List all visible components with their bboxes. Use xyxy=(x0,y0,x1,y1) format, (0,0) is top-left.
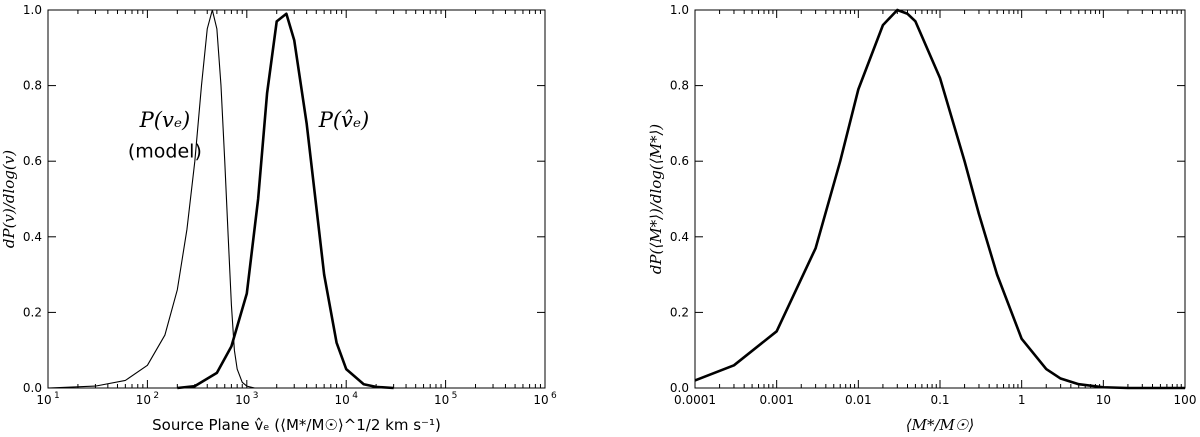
right-x-tick-label: 10 xyxy=(1096,393,1111,407)
left-x-tick-label-exponent: 3 xyxy=(253,391,259,401)
left-x-axis-label: Source Plane v̂ₑ (⟨M*/M☉⟩^1/2 km s⁻¹) xyxy=(152,416,441,434)
right-ticks xyxy=(694,9,1186,389)
left-x-tick-label-exponent: 2 xyxy=(153,391,159,401)
left-series-line-thin xyxy=(47,9,255,389)
right-x-tick-label: 100 xyxy=(1174,393,1197,407)
left-x-tick-label-exponent: 1 xyxy=(54,391,60,401)
right-plot-frame xyxy=(694,9,1186,389)
model-curve-sublabel: (model) xyxy=(128,140,202,162)
right-panel: 0.0001 0.001 0.01 0.1 1 10 100 0.0 0.2 0.4 0.6 0.8 1… xyxy=(647,3,1196,434)
left-series-line-thick xyxy=(177,12,394,390)
left-y-tick-label: 0.8 xyxy=(23,79,42,93)
left-x-tick-label: 10 xyxy=(136,393,151,407)
left-x-tick-label: 10 xyxy=(335,393,350,407)
left-panel: 10 1 10 2 10 3 10 4 10 5 10 60.00.20.40.60.81.0 P(v… xyxy=(0,3,557,434)
right-y-tick-label: 0.0 xyxy=(670,381,689,395)
left-x-tick-label: 10 xyxy=(36,393,51,407)
left-y-tick-label: 1.0 xyxy=(23,3,42,17)
right-x-tick-label: 0.0001 xyxy=(674,393,716,407)
observed-curve-label: P(v̂ₑ) xyxy=(318,108,370,132)
right-x-axis-label: ⟨M*/M☉⟩ xyxy=(906,416,974,434)
right-y-tick-label: 0.2 xyxy=(670,305,689,319)
right-x-tick-label: 1 xyxy=(1018,393,1026,407)
left-ticks xyxy=(47,9,546,389)
left-x-tick-label: 10 xyxy=(235,393,250,407)
left-y-tick-label: 0.0 xyxy=(23,381,42,395)
right-series-line-thick xyxy=(694,8,1185,390)
left-x-tick-label-exponent: 4 xyxy=(352,391,358,401)
left-y-axis-label: dP(v)/dlog(v) xyxy=(0,150,18,248)
right-tick-labels: 0.0001 0.001 0.01 0.1 1 10 100 0.0 0.2 0.4 0.6 0.8 1… xyxy=(670,3,1197,407)
right-x-tick-label: 0.01 xyxy=(845,393,872,407)
right-series xyxy=(694,8,1185,390)
right-y-tick-label: 0.8 xyxy=(670,79,689,93)
left-x-tick-label: 10 xyxy=(434,393,449,407)
right-y-tick-label: 0.6 xyxy=(670,154,689,168)
right-y-axis-label: dP(⟨M*⟩)/dlog(⟨M*⟩) xyxy=(647,124,665,274)
right-x-tick-label: 0.1 xyxy=(930,393,949,407)
right-x-tick-label: 0.001 xyxy=(759,393,793,407)
right-y-tick-label: 0.4 xyxy=(670,230,689,244)
left-x-tick-label-exponent: 6 xyxy=(551,391,557,401)
left-y-tick-label: 0.2 xyxy=(23,305,42,319)
left-series xyxy=(47,9,394,390)
right-y-tick-label: 1.0 xyxy=(670,3,689,17)
left-plot-frame xyxy=(47,9,546,389)
left-y-tick-label: 0.4 xyxy=(23,230,42,244)
model-curve-label: P(vₑ) xyxy=(139,108,191,132)
left-tick-labels: 10 1 10 2 10 3 10 4 10 5 10 60.00.20.40.60.81.0 xyxy=(23,3,557,407)
left-x-tick-label-exponent: 5 xyxy=(452,391,458,401)
left-x-tick-label: 10 xyxy=(533,393,548,407)
left-y-tick-label: 0.6 xyxy=(23,154,42,168)
